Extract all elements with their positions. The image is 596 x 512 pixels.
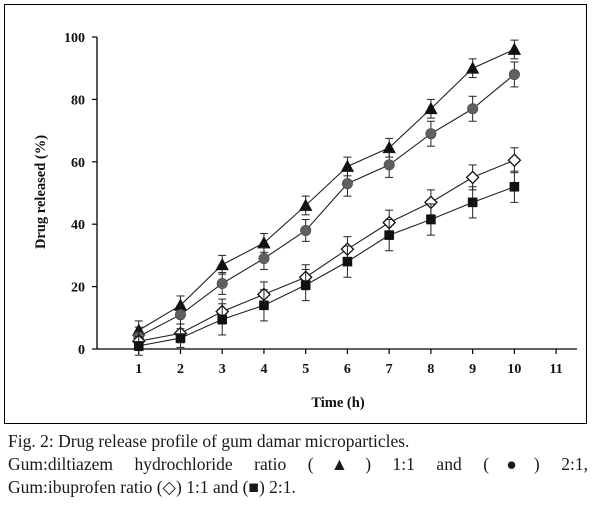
data-point-square xyxy=(384,230,394,240)
y-tick-label: 80 xyxy=(71,93,85,108)
data-point-square xyxy=(426,214,436,225)
y-axis-label: Drug released (%) xyxy=(33,135,49,249)
x-tick-label: 7 xyxy=(386,362,393,377)
data-point-triangle xyxy=(340,159,355,172)
y-tick-label: 100 xyxy=(64,31,85,46)
y-tick-label: 60 xyxy=(71,156,85,171)
x-tick-label: 5 xyxy=(302,362,309,377)
drug-release-chart: 1 2 3 4 5 6 7 8 9 10 11 0 20 40 60 80 100 Time (h) Drug … xyxy=(33,31,577,411)
x-tick-label: 11 xyxy=(550,362,563,377)
caption-line-3: Gum:ibuprofen ratio (◇) 1:1 and (■) 2:1. xyxy=(8,477,296,497)
x-tick-label: 6 xyxy=(344,362,351,377)
data-point-triangle xyxy=(507,42,522,55)
x-tick-label: 9 xyxy=(469,362,476,377)
caption-line-1: Fig. 2: Drug release profile of gum dama… xyxy=(8,431,410,451)
x-tick-label: 1 xyxy=(135,362,142,377)
series-2-circle xyxy=(133,61,520,347)
series-1-triangle xyxy=(132,39,522,341)
y-tick-label: 20 xyxy=(71,281,85,296)
x-tick-label: 2 xyxy=(177,362,184,377)
data-point-triangle xyxy=(424,101,438,115)
data-point-circle xyxy=(508,68,520,80)
axes: 1 2 3 4 5 6 7 8 9 10 11 0 20 40 60 80 100 xyxy=(64,31,577,377)
data-point-square xyxy=(217,314,228,325)
data-point-diamond xyxy=(507,153,522,168)
data-point-triangle xyxy=(465,61,480,74)
data-point-diamond xyxy=(465,170,480,185)
data-point-square xyxy=(133,341,144,351)
series-3-diamond-open xyxy=(131,147,522,352)
data-point-circle xyxy=(174,309,186,321)
data-point-square xyxy=(300,280,311,290)
series-line xyxy=(138,159,515,342)
data-point-square xyxy=(175,333,186,343)
data-point-circle xyxy=(425,128,437,140)
chart-frame: 1 2 3 4 5 6 7 8 9 10 11 0 20 40 60 80 100 Time (h) Drug … xyxy=(4,4,587,424)
x-axis-label: Time (h) xyxy=(311,395,364,411)
data-point-circle xyxy=(341,178,353,190)
data-point-triangle xyxy=(215,257,229,271)
caption-line-2: Gum:diltiazem hydrochloride ratio (▲) 1:… xyxy=(8,454,588,474)
data-point-triangle xyxy=(299,198,313,211)
figure-caption: Fig. 2: Drug release profile of gum dama… xyxy=(8,430,588,499)
data-point-circle xyxy=(467,103,479,115)
series-line xyxy=(138,48,515,331)
data-point-square xyxy=(342,256,353,267)
data-point-circle xyxy=(216,277,228,289)
series-line xyxy=(138,186,515,347)
x-tick-label: 10 xyxy=(507,362,521,377)
x-tick-label: 8 xyxy=(427,362,434,377)
y-tick-label: 0 xyxy=(78,343,85,358)
series-4-square xyxy=(133,170,520,356)
x-tick-label: 4 xyxy=(260,362,267,377)
data-point-square xyxy=(509,181,520,192)
y-tick-label: 40 xyxy=(71,218,85,233)
data-point-square xyxy=(259,300,269,311)
series-layer xyxy=(131,39,522,356)
data-point-circle xyxy=(383,159,395,171)
data-point-square xyxy=(467,197,478,208)
series-line xyxy=(138,74,515,338)
data-point-circle xyxy=(258,253,270,265)
data-point-circle xyxy=(300,224,312,236)
x-tick-label: 3 xyxy=(219,362,226,377)
